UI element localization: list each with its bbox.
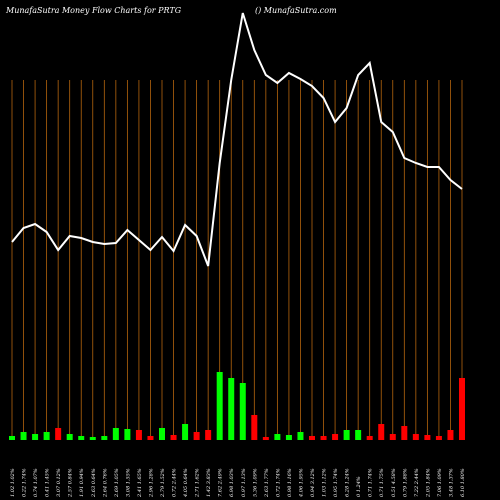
x-tick-label: 2.69 1.05% bbox=[114, 468, 120, 498]
volume-bar bbox=[159, 428, 165, 440]
volume-bar bbox=[78, 436, 85, 440]
x-tick-label: 0.41 1.45% bbox=[45, 468, 51, 497]
x-tick-label: 2.05 1.84% bbox=[425, 468, 431, 498]
volume-bar bbox=[274, 434, 281, 440]
x-tick-label: 7.62 2.49% bbox=[218, 468, 224, 497]
chart-title: MunafaSutra Money Flow Charts for PRTG bbox=[5, 6, 182, 15]
x-tick-label: 1.91 0.94% bbox=[79, 468, 85, 497]
volume-bar bbox=[424, 435, 431, 440]
x-tick-label: 2.71 1.62% bbox=[195, 468, 201, 498]
volume-bar bbox=[9, 436, 15, 440]
volume-bar bbox=[124, 429, 131, 440]
x-tick-label: 0.74 1.07% bbox=[33, 468, 39, 497]
x-tick-label: 1.42 3.83% bbox=[206, 468, 212, 497]
x-tick-label: 0.98 1.16% bbox=[287, 468, 293, 497]
volume-bar bbox=[285, 435, 292, 440]
x-tick-label: 0 1.24% bbox=[356, 476, 362, 497]
volume-bar bbox=[20, 432, 27, 440]
x-tick-label: 0.71 1.75% bbox=[379, 468, 385, 497]
volume-bar bbox=[389, 434, 396, 440]
x-tick-label: 7.22 2.44% bbox=[414, 468, 420, 497]
volume-bar bbox=[401, 426, 408, 440]
volume-bar bbox=[101, 436, 108, 440]
x-tick-label: 3.07 0.12% bbox=[56, 468, 62, 497]
volume-bar bbox=[332, 434, 339, 440]
volume-bar bbox=[89, 437, 96, 440]
volume-bar bbox=[355, 430, 362, 440]
x-tick-label: 3.08 1.55% bbox=[125, 468, 131, 497]
volume-bar bbox=[297, 432, 304, 440]
x-tick-label: 0.94 3.12% bbox=[310, 468, 316, 497]
volume-bar bbox=[378, 424, 385, 440]
x-tick-label: 4.05 0.64% bbox=[183, 468, 189, 498]
volume-bar bbox=[366, 436, 373, 440]
volume-bar bbox=[309, 436, 315, 440]
x-tick-label: 2.64 0.76% bbox=[102, 468, 108, 498]
volume-bar bbox=[170, 435, 177, 440]
volume-bar bbox=[447, 430, 454, 440]
x-tick-label: 2.79 1.52% bbox=[160, 468, 166, 498]
x-tick-label: 0.79 1.88% bbox=[402, 468, 408, 497]
chart-subtitle: () MunafaSutra.com bbox=[255, 6, 337, 15]
volume-bar bbox=[32, 434, 39, 440]
volume-bar bbox=[239, 383, 246, 440]
volume-bar bbox=[216, 372, 223, 440]
volume-bar bbox=[459, 378, 465, 440]
x-tick-label: 6.28 1.24% bbox=[345, 468, 351, 497]
volume-bar bbox=[228, 378, 235, 440]
x-tick-label: 3.48 1.37% bbox=[448, 468, 454, 497]
volume-bar bbox=[343, 430, 350, 440]
x-tick-label: 0.22 1.74% bbox=[22, 468, 28, 497]
volume-bar bbox=[251, 415, 258, 440]
volume-bar bbox=[262, 437, 269, 440]
x-tick-label: 2.63 1.77% bbox=[264, 468, 270, 498]
x-tick-label: 2.41 1.65% bbox=[137, 468, 143, 498]
x-tick-label: 0.51 4.58% bbox=[391, 468, 397, 497]
volume-bar bbox=[412, 434, 419, 440]
volume-bar bbox=[43, 432, 50, 440]
volume-bar bbox=[182, 424, 189, 440]
volume-bar bbox=[435, 436, 442, 440]
x-tick-label: 1.03 1.12% bbox=[322, 468, 328, 497]
volume-bar bbox=[320, 436, 327, 440]
volume-bar bbox=[205, 430, 212, 440]
volume-bar bbox=[193, 432, 200, 440]
volume-bar bbox=[135, 430, 142, 440]
volume-bar bbox=[66, 434, 73, 440]
x-tick-label: 0.97 1.13% bbox=[241, 468, 247, 497]
x-tick-label: 7.06 1.09% bbox=[437, 468, 443, 497]
x-tick-label: 2.57 0.84% bbox=[68, 468, 74, 498]
x-tick-label: 2.63 0.64% bbox=[91, 468, 97, 498]
x-tick-label: 4.06 1.95% bbox=[298, 468, 304, 498]
volume-bar bbox=[147, 436, 154, 440]
x-tick-label: 0.72 2.44% bbox=[172, 468, 178, 497]
x-tick-label: 2.96 1.28% bbox=[148, 468, 154, 498]
x-tick-label: 5.36 1.09% bbox=[252, 468, 258, 497]
x-tick-label: 0.95 1.74% bbox=[333, 468, 339, 497]
x-tick-label: 1.02 1.02% bbox=[10, 468, 16, 497]
volume-bar bbox=[55, 428, 62, 440]
x-tick-label: 0.71 1.74% bbox=[368, 468, 374, 497]
x-tick-label: 6.98 1.03% bbox=[229, 468, 235, 497]
x-tick-label: 0.72 1.74% bbox=[275, 468, 281, 497]
money-flow-line bbox=[11, 12, 463, 267]
x-tick-label: 6.10 1.80% bbox=[460, 468, 466, 497]
volume-bar bbox=[112, 428, 119, 440]
